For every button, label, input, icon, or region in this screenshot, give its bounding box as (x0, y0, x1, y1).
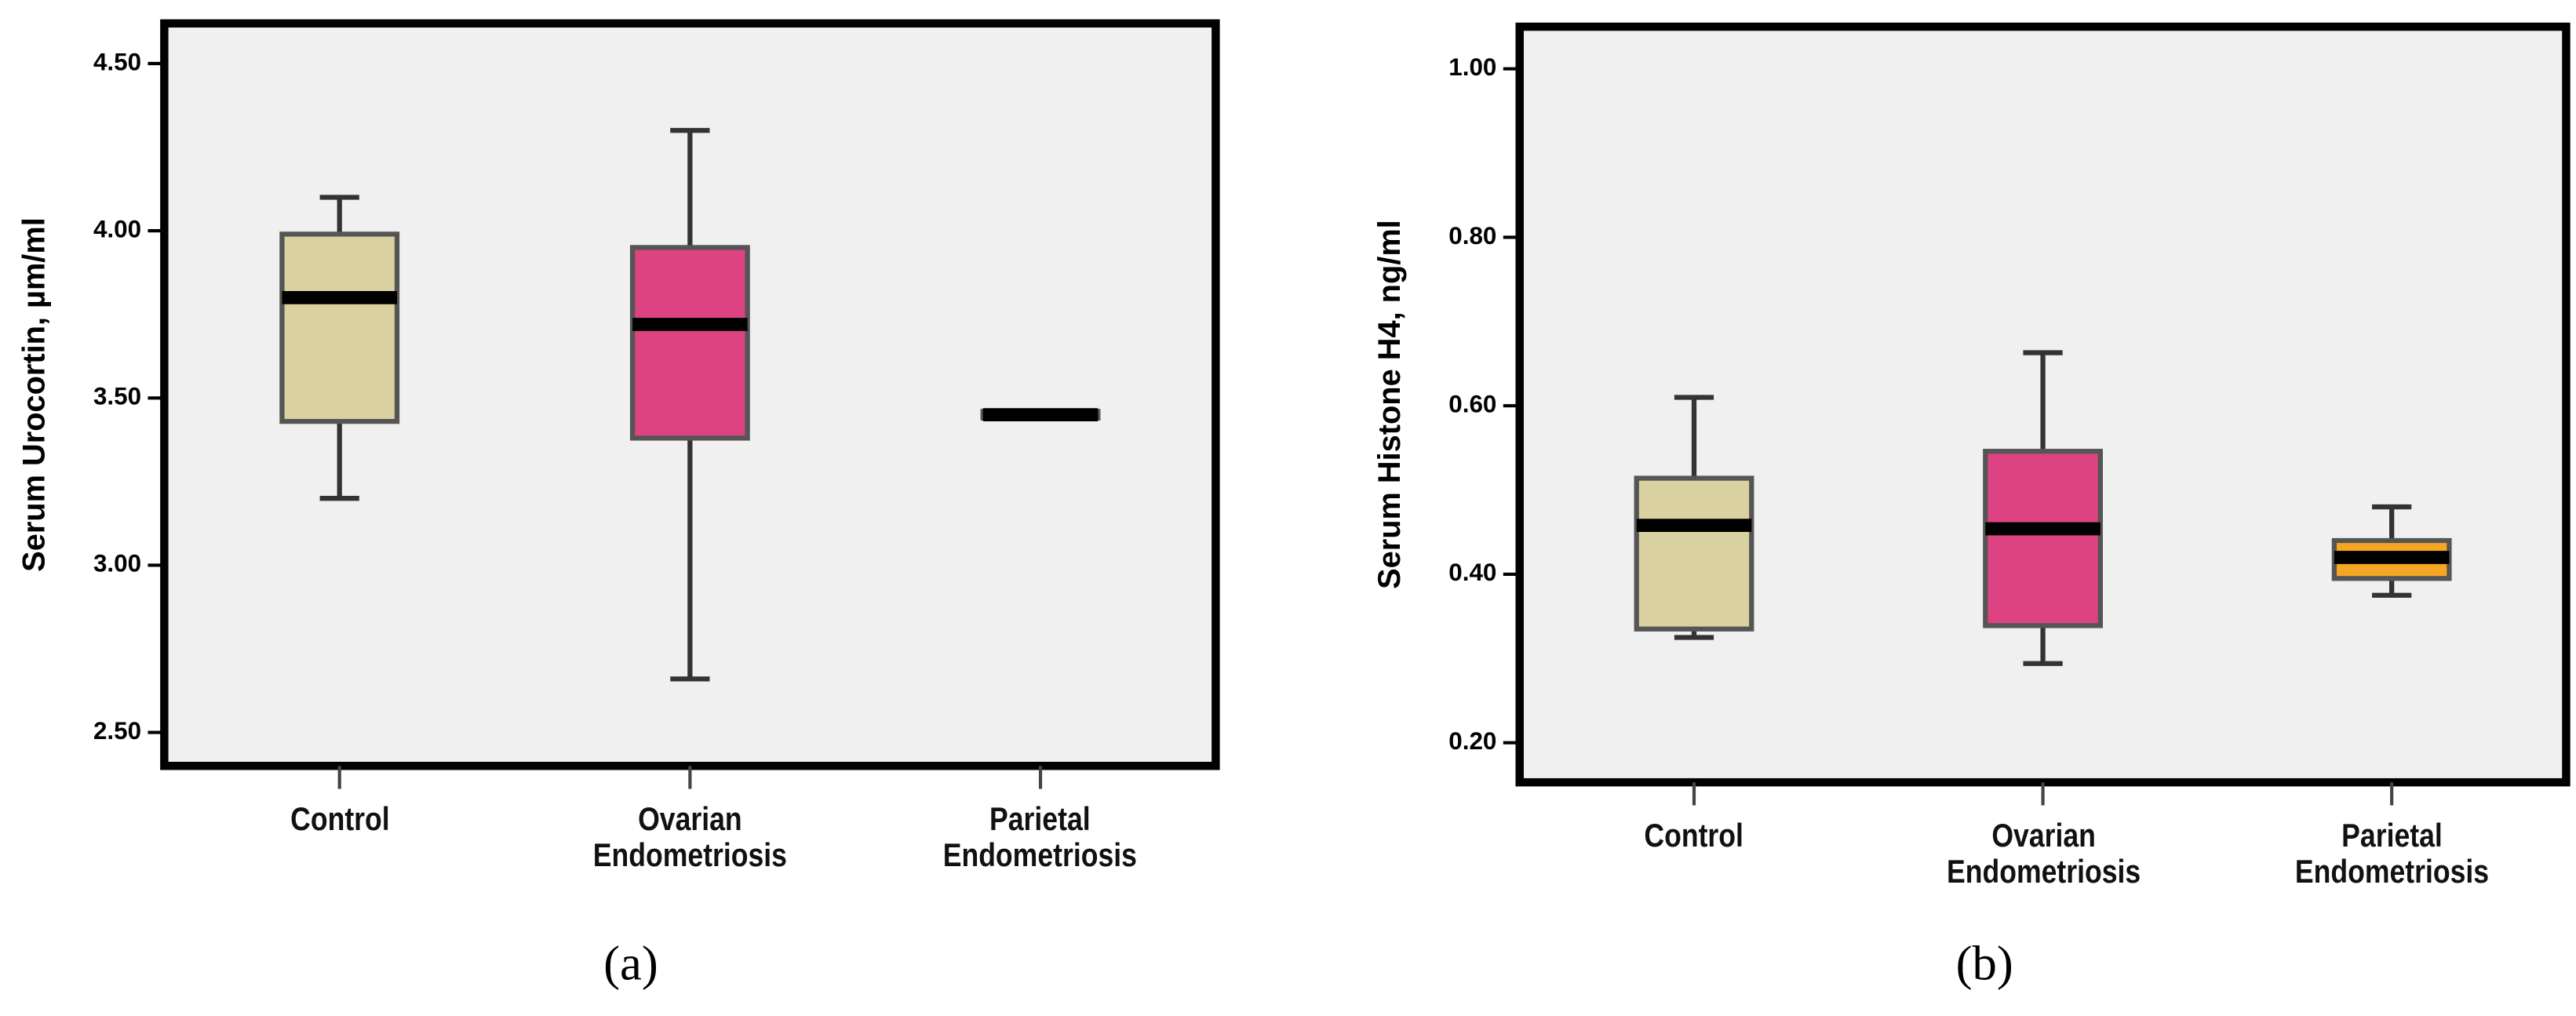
y-tick-label: 1.00 (1448, 53, 1496, 81)
x-tick-label-box: Control (1644, 818, 1744, 855)
y-axis-label: Serum Histone H4, ng/ml (1372, 220, 1407, 589)
x-tick-label: Parietal Endometriosis (2294, 818, 2489, 891)
y-tick-label: 0.60 (1448, 391, 1496, 418)
box (629, 245, 750, 441)
x-tick-label-box: Ovarian Endometriosis (592, 802, 787, 875)
y-tick-label: 0.40 (1448, 559, 1496, 586)
panel-label: (a) (603, 935, 658, 990)
box (279, 231, 400, 424)
x-tick-label-box: Control (290, 802, 389, 839)
panel-label: (b) (1956, 935, 2013, 990)
box (1634, 475, 1754, 632)
box (1983, 449, 2103, 628)
x-tick-label: Control (290, 802, 389, 839)
y-tick-label: 3.50 (93, 383, 141, 410)
x-tick-label-box: Parietal Endometriosis (943, 802, 1138, 875)
x-tick-label: Control (1644, 818, 1744, 855)
x-tick-label: Ovarian Endometriosis (592, 802, 787, 875)
y-tick-label: 4.50 (93, 48, 141, 75)
x-tick-label-box: Parietal Endometriosis (2294, 818, 2489, 891)
x-tick-label: Ovarian Endometriosis (1945, 818, 2141, 891)
y-tick-label: 3.00 (93, 550, 141, 577)
y-tick-label: 4.00 (93, 215, 141, 242)
x-tick-label: Parietal Endometriosis (943, 802, 1138, 875)
y-tick-label: 2.50 (93, 717, 141, 745)
y-tick-label: 0.20 (1448, 727, 1496, 755)
y-axis-label: Serum Urocortin, µm/ml (17, 217, 52, 572)
y-tick-label: 0.80 (1448, 222, 1496, 249)
x-tick-label-box: Ovarian Endometriosis (1945, 818, 2141, 891)
